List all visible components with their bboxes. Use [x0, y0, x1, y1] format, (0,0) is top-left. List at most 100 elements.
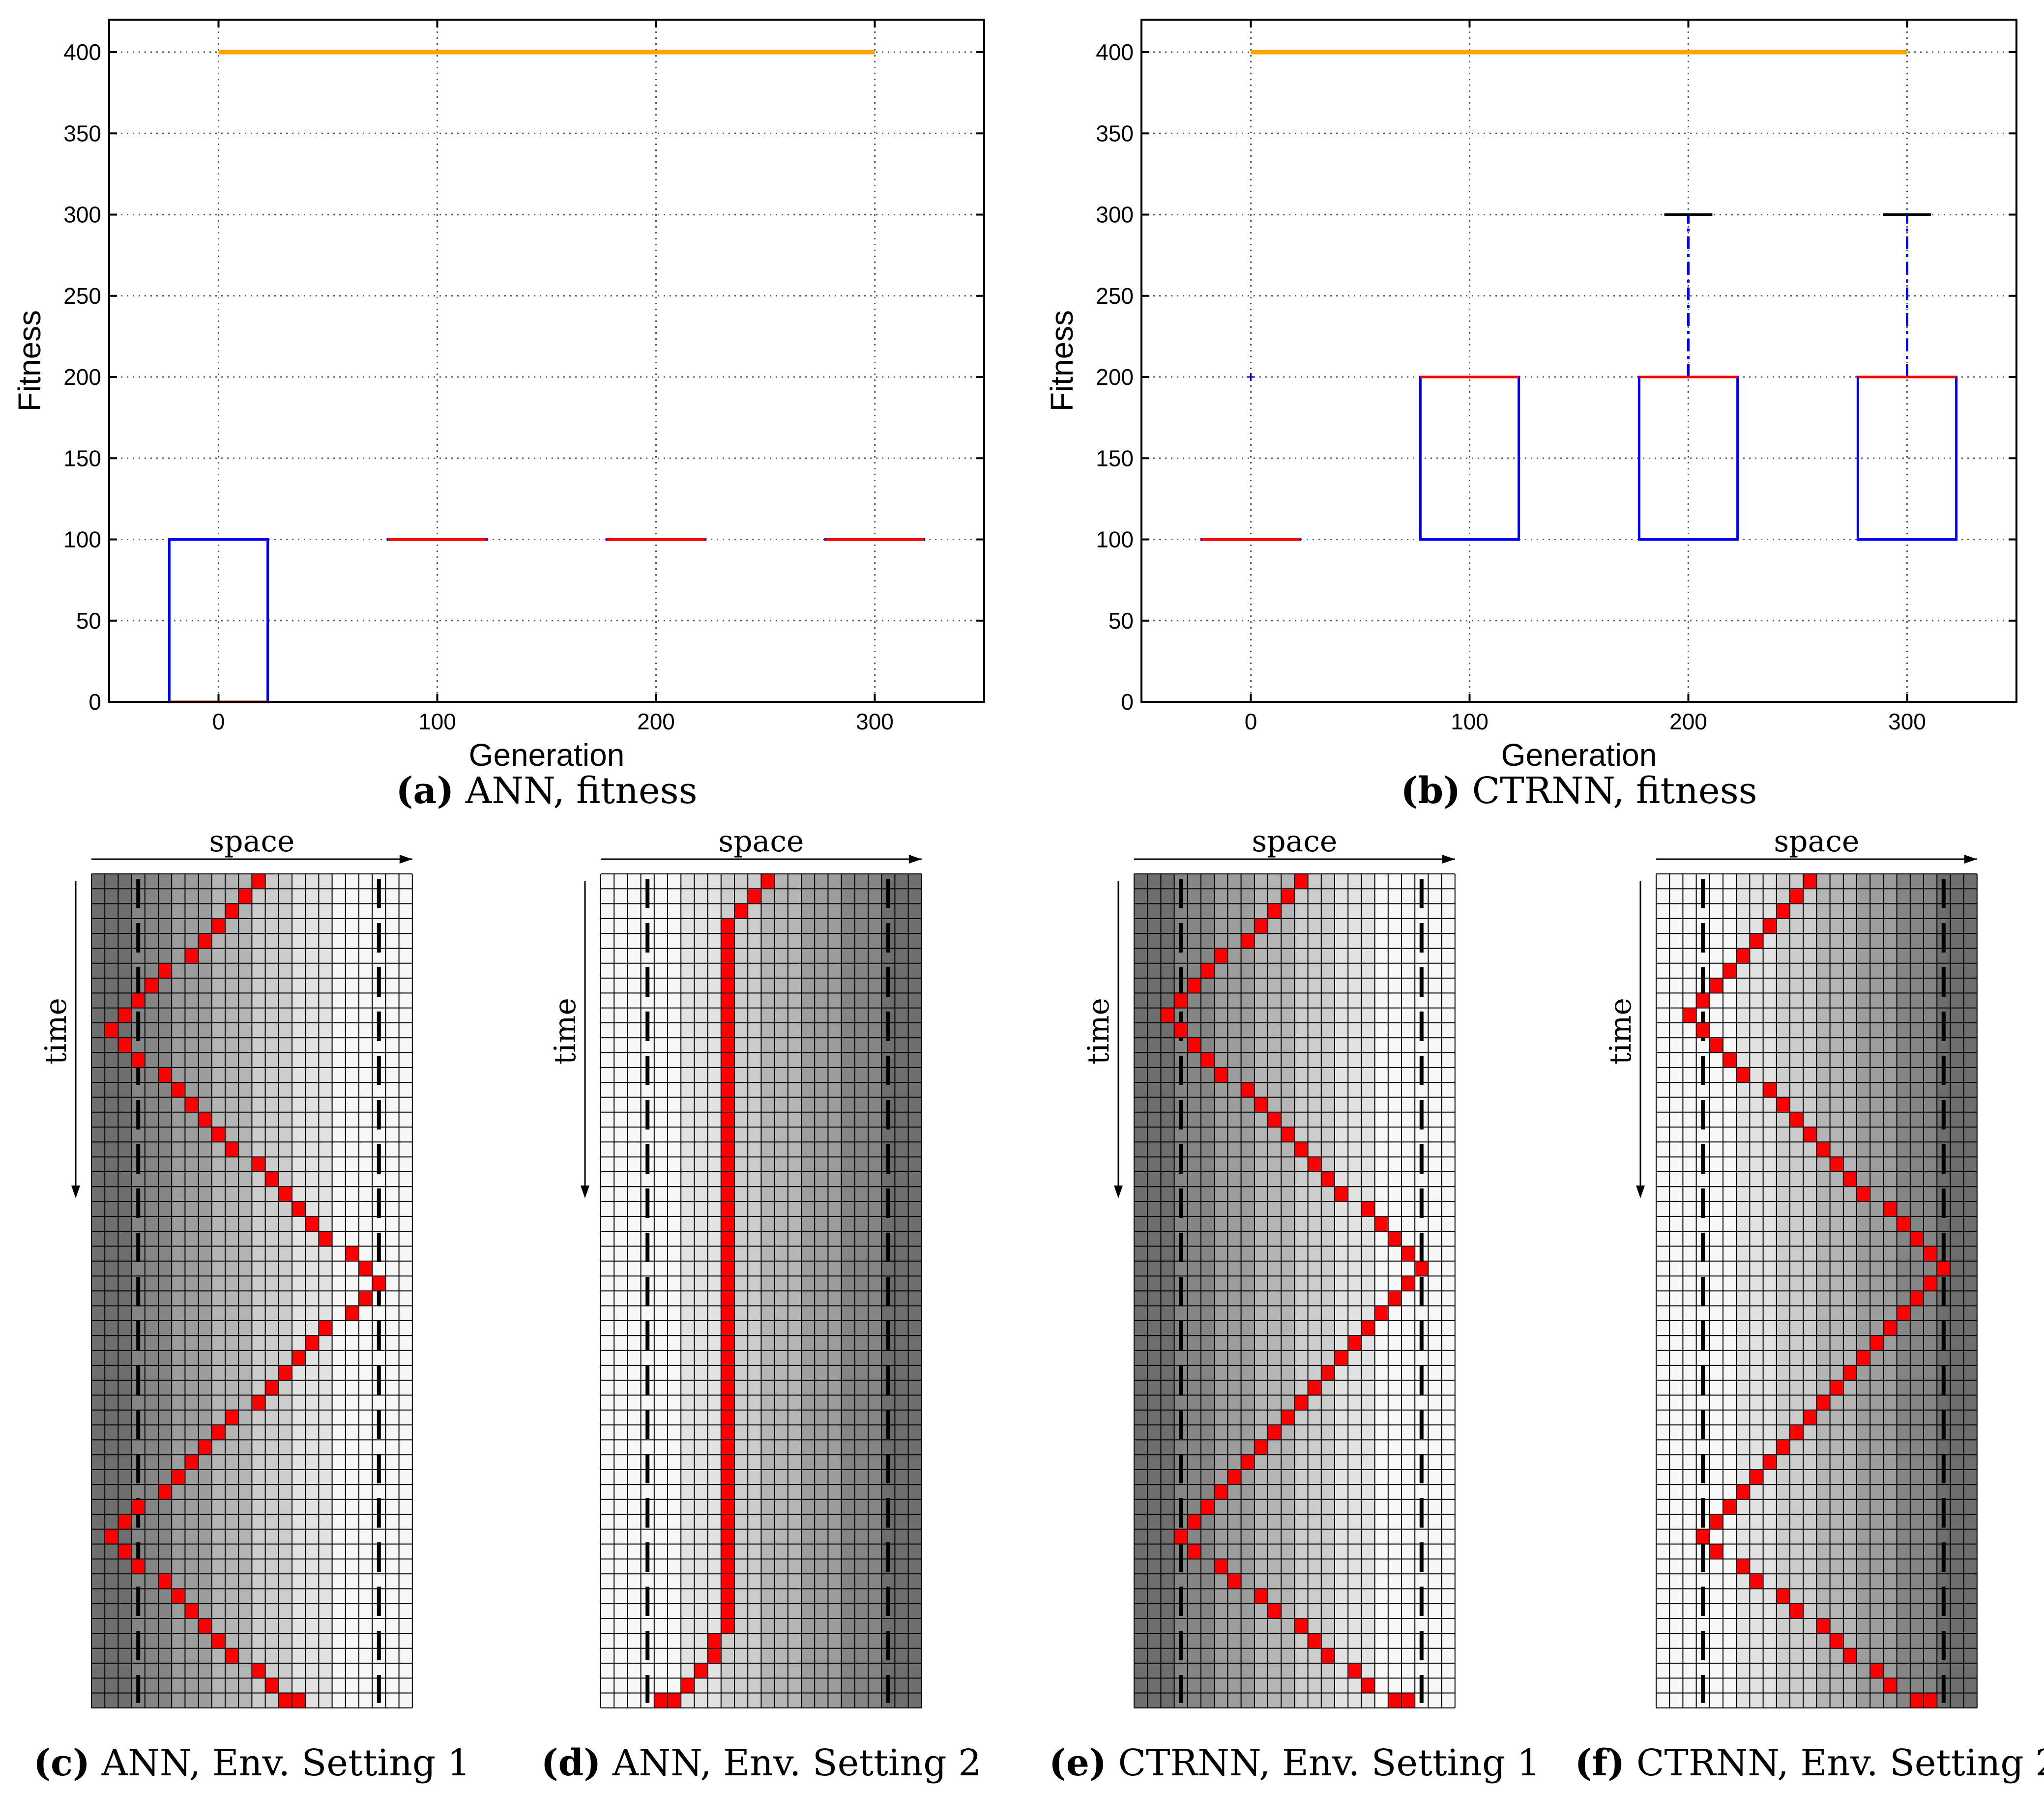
- caption-space: [1107, 1742, 1118, 1784]
- agent-position-cell: [1710, 1514, 1723, 1529]
- space-arrow-head: [1964, 855, 1977, 864]
- y-tick-label: 100: [63, 527, 101, 552]
- agent-position-cell: [292, 1202, 305, 1216]
- agent-position-cell: [721, 1574, 734, 1589]
- y-tick-label: 200: [1096, 364, 1134, 390]
- agent-position-cell: [721, 1202, 734, 1216]
- agent-position-cell: [1321, 1365, 1334, 1380]
- agent-position-cell: [1388, 1232, 1401, 1246]
- agent-position-cell: [118, 1544, 131, 1559]
- agent-position-cell: [721, 1395, 734, 1410]
- agent-position-cell: [1388, 1291, 1401, 1305]
- agent-position-cell: [1402, 1246, 1415, 1261]
- agent-position-cell: [172, 1470, 185, 1484]
- agent-position-cell: [721, 1321, 734, 1335]
- agent-position-cell: [721, 1410, 734, 1425]
- box-generation-300: [1856, 213, 1958, 541]
- agent-position-cell: [654, 1693, 667, 1707]
- space-axis-label: space: [1252, 824, 1337, 859]
- y-tick-label: 150: [63, 445, 101, 471]
- agent-position-cell: [212, 1425, 225, 1440]
- panel-caption: (a) ANN, fitness: [396, 770, 697, 812]
- agent-position-cell: [252, 1395, 265, 1410]
- panel-b-box-plot: 0 50 100 150 200 250 300 350 400 0 100 200 300 Genera…: [1044, 19, 2017, 812]
- agent-position-cell: [1282, 1410, 1294, 1425]
- agent-position-cell: [721, 993, 734, 1008]
- agent-position-cell: [1255, 1589, 1267, 1603]
- agent-position-cell: [185, 1604, 198, 1618]
- caption-letter: (e): [1049, 1742, 1107, 1784]
- agent-position-cell: [1188, 979, 1200, 993]
- caption-letter: (f): [1575, 1742, 1625, 1784]
- agent-position-cell: [1348, 1336, 1361, 1350]
- agent-position-cell: [721, 1246, 734, 1261]
- agent-position-cell: [105, 1530, 118, 1544]
- agent-position-cell: [1843, 1649, 1856, 1663]
- agent-position-cell: [721, 1112, 734, 1127]
- agent-position-cell: [1937, 1261, 1950, 1276]
- agent-position-cell: [1161, 1008, 1174, 1022]
- panel-e-grid-plot: space time (e) CTRNN, Env. Setting 1: [1049, 824, 1540, 1784]
- agent-position-cell: [319, 1321, 332, 1335]
- agent-position-cell: [1710, 1544, 1723, 1559]
- agent-position-cell: [1308, 1157, 1321, 1171]
- caption-letter: (b): [1401, 770, 1460, 812]
- caption-text: ANN, Env. Setting 2: [612, 1742, 981, 1784]
- agent-position-cell: [721, 1172, 734, 1186]
- box-generation-100: [1419, 376, 1520, 541]
- panel-d-grid-plot: space time (d) ANN, Env. Setting 2: [541, 824, 982, 1784]
- agent-position-cell: [279, 1187, 292, 1201]
- agent-position-cell: [1897, 1306, 1910, 1320]
- agent-position-cell: [721, 1619, 734, 1633]
- agent-position-cell: [721, 1470, 734, 1484]
- agent-position-cell: [252, 874, 265, 889]
- panel-caption: (b) CTRNN, fitness: [1401, 770, 1757, 812]
- agent-position-cell: [145, 979, 158, 993]
- agent-position-cell: [721, 1485, 734, 1499]
- agent-position-cell: [1402, 1276, 1415, 1291]
- agent-position-cell: [1924, 1693, 1937, 1707]
- agent-position-cell: [748, 889, 761, 903]
- y-tick-label: 300: [63, 202, 101, 228]
- agent-position-cell: [708, 1634, 721, 1648]
- time-arrow-head: [1636, 1186, 1645, 1198]
- agent-position-cell: [132, 1559, 145, 1574]
- agent-position-cell: [226, 1410, 238, 1425]
- agent-position-cell: [265, 1678, 278, 1693]
- agent-position-cell: [1201, 1500, 1214, 1514]
- agent-position-cell: [708, 1649, 721, 1663]
- agent-position-cell: [159, 963, 172, 978]
- agent-position-cell: [1255, 1098, 1267, 1112]
- agent-position-cell: [132, 1500, 145, 1514]
- agent-position-cell: [1268, 1425, 1281, 1440]
- agent-position-cell: [1282, 1128, 1294, 1142]
- agent-position-cell: [1174, 993, 1187, 1008]
- agent-position-cell: [1188, 1514, 1200, 1529]
- y-tick-label: 50: [1109, 608, 1134, 634]
- agent-position-cell: [1696, 1023, 1709, 1038]
- agent-position-cell: [1321, 1172, 1334, 1186]
- agent-position-cell: [1857, 1187, 1870, 1201]
- time-arrow-head: [1114, 1186, 1123, 1198]
- panel-caption: (e) CTRNN, Env. Setting 1: [1049, 1742, 1540, 1784]
- agent-position-cell: [1897, 1216, 1910, 1231]
- agent-position-cell: [1335, 1351, 1348, 1365]
- agent-position-cell: [1228, 1574, 1241, 1589]
- agent-position-cell: [1790, 889, 1803, 903]
- agent-position-cell: [1362, 1202, 1374, 1216]
- caption-text: ANN, Env. Setting 1: [101, 1742, 470, 1784]
- caption-letter: (d): [541, 1742, 601, 1784]
- agent-position-cell: [1215, 1068, 1227, 1082]
- agent-position-cell: [1228, 1470, 1241, 1484]
- y-tick-label: 350: [63, 120, 101, 146]
- agent-position-cell: [132, 993, 145, 1008]
- agent-position-cell: [292, 1351, 305, 1365]
- agent-position-cell: [319, 1232, 332, 1246]
- caption-space: [601, 1742, 613, 1784]
- agent-position-cell: [1763, 1083, 1776, 1097]
- agent-position-cell: [681, 1678, 694, 1693]
- agent-position-cell: [1362, 1321, 1374, 1335]
- y-tick-label: 400: [1096, 39, 1134, 65]
- agent-position-cell: [721, 1544, 734, 1559]
- agent-position-cell: [226, 904, 238, 918]
